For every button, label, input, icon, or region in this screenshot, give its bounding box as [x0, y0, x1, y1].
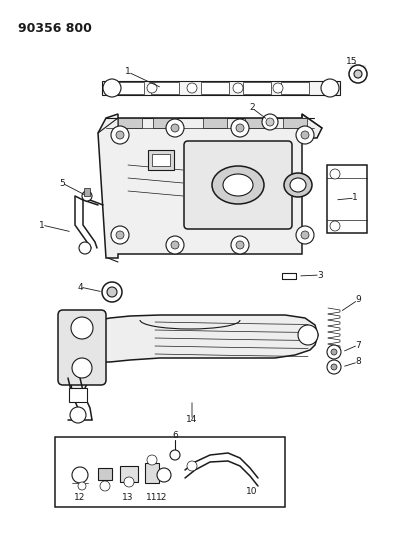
Circle shape — [236, 241, 244, 249]
Circle shape — [296, 126, 314, 144]
Circle shape — [72, 467, 88, 483]
Bar — [203, 118, 227, 128]
Circle shape — [166, 236, 184, 254]
Circle shape — [301, 231, 309, 239]
Circle shape — [187, 83, 197, 93]
Circle shape — [331, 364, 337, 370]
Circle shape — [82, 191, 92, 201]
Bar — [102, 81, 340, 95]
Ellipse shape — [212, 166, 264, 204]
Bar — [145, 463, 159, 483]
Circle shape — [124, 477, 134, 487]
Circle shape — [330, 169, 340, 179]
Circle shape — [187, 461, 197, 471]
Text: 11: 11 — [146, 494, 158, 503]
Circle shape — [236, 124, 244, 132]
Text: 14: 14 — [186, 416, 198, 424]
Bar — [116, 82, 144, 94]
Circle shape — [70, 407, 86, 423]
Text: 1: 1 — [39, 221, 45, 230]
Circle shape — [111, 126, 129, 144]
Bar — [98, 468, 112, 480]
Text: 8: 8 — [355, 358, 361, 367]
Circle shape — [71, 317, 93, 339]
Ellipse shape — [223, 174, 253, 196]
Circle shape — [262, 114, 278, 130]
Circle shape — [147, 83, 157, 93]
Circle shape — [170, 450, 180, 460]
Bar — [281, 82, 309, 94]
Circle shape — [349, 65, 367, 83]
Bar — [151, 82, 179, 94]
Circle shape — [78, 482, 86, 490]
Text: 15: 15 — [346, 58, 358, 67]
Text: 10: 10 — [246, 488, 258, 497]
Ellipse shape — [290, 178, 306, 192]
Circle shape — [273, 83, 283, 93]
Bar — [118, 118, 142, 128]
Bar — [283, 118, 307, 128]
Circle shape — [231, 236, 249, 254]
Bar — [55, 437, 285, 507]
Circle shape — [157, 468, 171, 482]
Circle shape — [107, 287, 117, 297]
Circle shape — [231, 119, 249, 137]
Circle shape — [116, 231, 124, 239]
Bar — [245, 118, 269, 128]
Circle shape — [327, 360, 341, 374]
Circle shape — [330, 221, 340, 231]
Circle shape — [103, 79, 121, 97]
Text: 7: 7 — [355, 341, 361, 350]
Text: 6: 6 — [172, 431, 178, 440]
Text: 1: 1 — [352, 193, 358, 203]
Circle shape — [166, 119, 184, 137]
Text: 12: 12 — [156, 494, 168, 503]
Text: 1: 1 — [125, 68, 131, 77]
Bar — [148, 150, 174, 170]
Text: 90356 800: 90356 800 — [18, 22, 92, 35]
Circle shape — [72, 358, 92, 378]
Bar — [201, 82, 229, 94]
FancyBboxPatch shape — [184, 141, 292, 229]
Circle shape — [301, 131, 309, 139]
Bar — [69, 388, 87, 402]
Polygon shape — [68, 315, 318, 398]
FancyBboxPatch shape — [58, 310, 106, 385]
Text: 13: 13 — [122, 494, 134, 503]
Bar — [153, 118, 177, 128]
Text: 2: 2 — [249, 103, 255, 112]
Bar — [152, 154, 170, 166]
Circle shape — [296, 226, 314, 244]
Text: 4: 4 — [77, 282, 83, 292]
Bar — [120, 466, 138, 482]
Ellipse shape — [284, 173, 312, 197]
Text: 9: 9 — [355, 295, 361, 304]
Circle shape — [100, 481, 110, 491]
Circle shape — [327, 345, 341, 359]
Circle shape — [111, 226, 129, 244]
Circle shape — [147, 455, 157, 465]
Text: 5: 5 — [59, 179, 65, 188]
Text: 3: 3 — [317, 271, 323, 279]
Circle shape — [79, 242, 91, 254]
Bar — [327, 165, 367, 233]
Circle shape — [233, 83, 243, 93]
Polygon shape — [98, 114, 322, 258]
Circle shape — [331, 349, 337, 355]
Circle shape — [298, 325, 318, 345]
Circle shape — [116, 131, 124, 139]
Circle shape — [102, 282, 122, 302]
Text: 12: 12 — [74, 494, 86, 503]
Bar — [243, 82, 271, 94]
Circle shape — [171, 124, 179, 132]
Circle shape — [171, 241, 179, 249]
Bar — [84, 188, 90, 196]
Circle shape — [266, 118, 274, 126]
Circle shape — [321, 79, 339, 97]
Circle shape — [354, 70, 362, 78]
